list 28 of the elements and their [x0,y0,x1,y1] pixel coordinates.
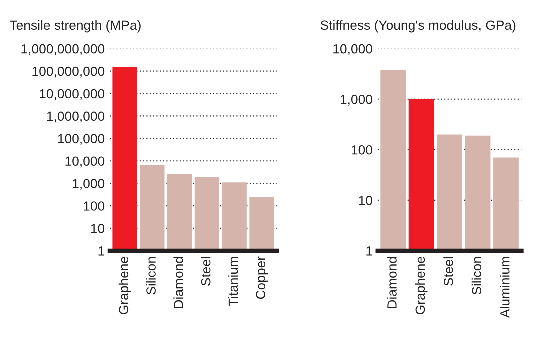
y-tick-label: 100,000,000 [32,66,105,78]
y-tick-label: 1,000 [73,179,105,190]
y-tick-label: 1 [98,246,104,256]
y-tick-label: 1,000,000 [47,112,105,123]
y-tick-label: 10,000 [334,44,372,56]
x-tick-label: Titanium [228,257,238,306]
x-tick-label: Diamond [387,257,397,308]
y-tick-label: 1,000,000,000 [22,44,105,56]
x-tick-label: Aluminium [500,257,510,318]
y-tick-label: 10 [359,196,372,206]
y-tick-label: 100,000 [58,134,105,146]
x-tick-label: Silicon [472,257,482,295]
y-tick-label: 10,000,000 [40,89,105,100]
y-tick-label: 10,000 [66,156,105,168]
y-tick-label: 100 [84,202,105,211]
x-tick-label: Copper [256,256,268,300]
x-tick-label: Graphene [415,257,428,315]
chart-title: Stiffness (Young's modulus, GPa) [320,20,516,33]
y-tick-label: 100 [352,145,372,155]
x-tick-label: Graphene [118,257,132,315]
y-tick-label: 1,000 [340,94,372,106]
y-tick-label: 10 [91,224,105,234]
y-tick-label: 1 [366,246,372,256]
x-tick-label: Silicon [146,257,156,295]
x-tick-label: Steel [201,257,211,286]
x-tick-label: Steel [444,257,454,286]
chart-title: Tensile strength (MPa) [10,20,141,33]
x-tick-label: Diamond [174,257,184,308]
